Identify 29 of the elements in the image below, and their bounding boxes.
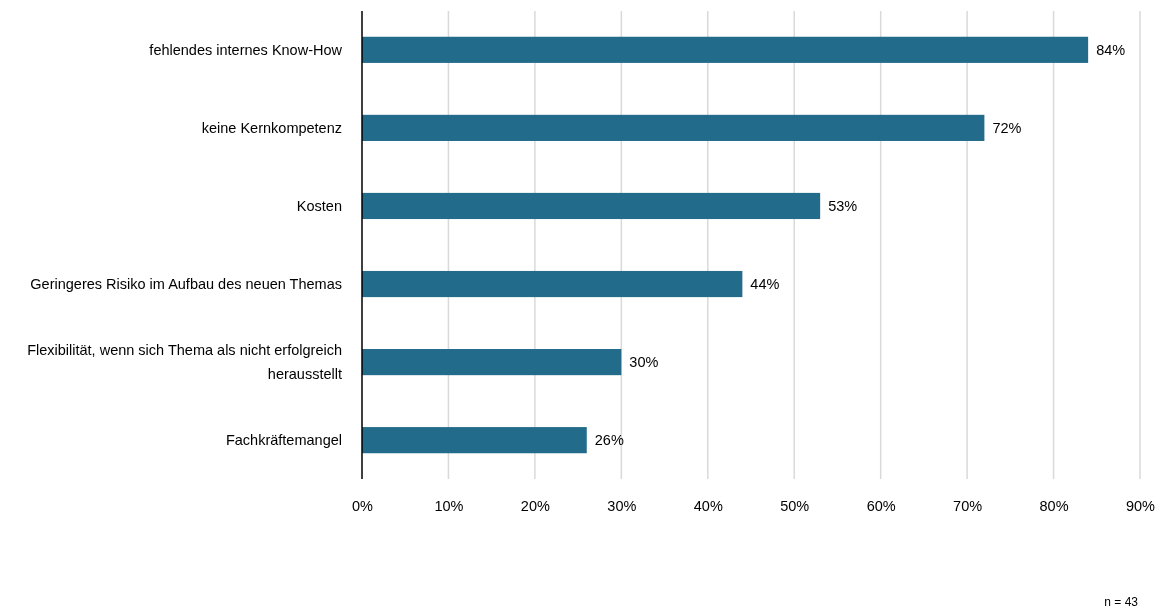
y-tick-label: keine Kernkompetenz bbox=[201, 119, 342, 136]
y-tick-label: fehlendes internes Know-How bbox=[149, 41, 343, 58]
x-tick-label: 90% bbox=[1125, 498, 1156, 515]
y-tick-label: Kosten bbox=[296, 198, 342, 215]
bar bbox=[362, 36, 1089, 63]
x-tick-label: 80% bbox=[1039, 498, 1069, 515]
x-tick-label: 50% bbox=[780, 498, 810, 515]
data-label: 72% bbox=[992, 119, 1022, 136]
x-tick-label: 70% bbox=[953, 498, 983, 515]
bar bbox=[362, 192, 821, 220]
data-label: 30% bbox=[629, 354, 659, 371]
bar bbox=[362, 427, 587, 454]
y-tick-label: Fachkräftemangel bbox=[225, 432, 342, 449]
data-label: 26% bbox=[594, 432, 624, 449]
bar bbox=[362, 114, 985, 141]
x-tick-label: 60% bbox=[866, 498, 896, 515]
data-label: 53% bbox=[828, 198, 858, 215]
text: n = 43 bbox=[1104, 595, 1139, 609]
bar bbox=[362, 270, 743, 298]
x-tick-label: 30% bbox=[607, 498, 637, 515]
y-tick-label: Flexibilität, wenn sich Thema als nicht erfolgreich herausstellt bbox=[27, 342, 342, 383]
x-tick-label: 10% bbox=[434, 498, 464, 515]
y-tick-label: Geringeres Risiko im Aufbau des neuen Themas bbox=[30, 276, 342, 293]
x-tick-label: 0% bbox=[352, 498, 374, 515]
data-label: 84% bbox=[1096, 41, 1126, 58]
bar bbox=[362, 349, 622, 376]
x-tick-label: 20% bbox=[520, 498, 550, 515]
x-tick-label: 40% bbox=[693, 498, 723, 515]
data-label: 44% bbox=[750, 276, 780, 293]
